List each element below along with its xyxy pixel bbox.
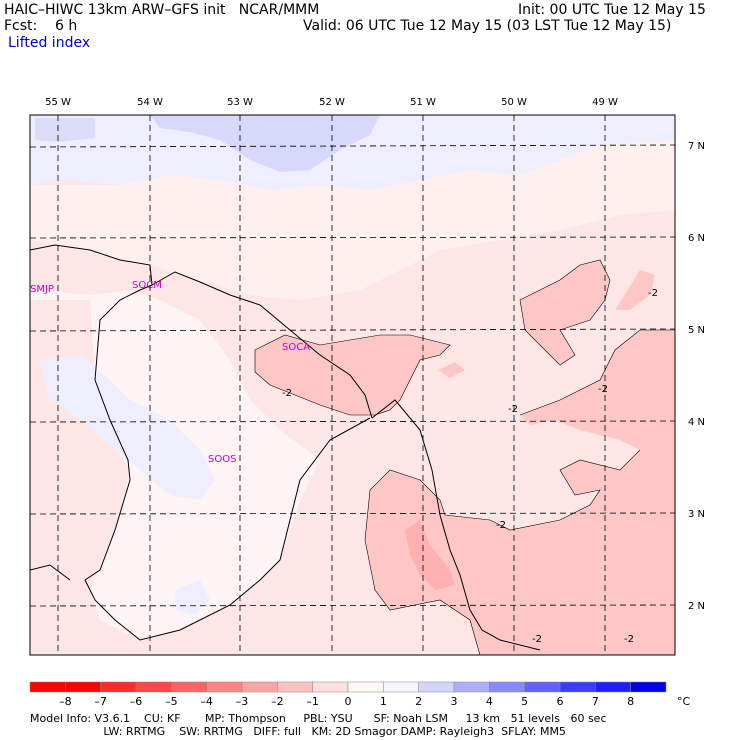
colorbar-swatch — [383, 681, 419, 693]
negative-li-region-east — [520, 260, 610, 365]
negative-li-core-southeast — [405, 520, 455, 590]
lon-label: 54 W — [137, 97, 163, 108]
colorbar-swatch — [630, 681, 667, 693]
valid-time: Valid: 06 UTC Tue 12 May 15 (03 LST Tue … — [303, 18, 672, 34]
colorbar-label: –8 — [59, 695, 72, 708]
colorbar-swatch — [65, 681, 101, 693]
lon-label: 53 W — [227, 97, 253, 108]
station-label: SMJP — [30, 284, 54, 295]
positive-li-small-nw — [35, 118, 95, 142]
colorbar-label: –3 — [236, 695, 249, 708]
lon-label: 50 W — [501, 97, 527, 108]
colorbar-swatch — [453, 681, 490, 693]
colorbar-unit: °C — [677, 695, 691, 708]
lon-label: 49 W — [592, 97, 618, 108]
station-label: SOOS — [208, 454, 236, 465]
colorbar-label: –5 — [165, 695, 178, 708]
colorbar-swatch — [29, 681, 66, 693]
colorbar-swatch — [524, 681, 561, 693]
lon-label: 52 W — [319, 97, 345, 108]
contour-label: -2 — [624, 634, 634, 645]
model-info-line1: Model Info: V3.6.1 CU: KF MP: Thompson P… — [30, 712, 607, 725]
init-time: Init: 00 UTC Tue 12 May 15 — [518, 2, 706, 18]
colorbar-label: –1 — [306, 695, 319, 708]
negative-li-region-east2 — [615, 270, 655, 310]
colorbar-label: 8 — [627, 695, 634, 708]
station-label: SOCA — [282, 342, 310, 353]
colorbar-label: 1 — [380, 695, 387, 708]
contour-label: -2 — [598, 384, 608, 395]
contour-label: -2 — [648, 288, 658, 299]
colorbar-label: 3 — [451, 695, 458, 708]
lat-label: 6 N — [688, 233, 705, 244]
colorbar-label: –4 — [200, 695, 213, 708]
lon-label: 55 W — [45, 97, 71, 108]
colorbar-swatch — [241, 681, 278, 693]
colorbar-label: –2 — [271, 695, 284, 708]
positive-li-interior — [40, 355, 215, 500]
colorbar-swatch — [418, 681, 455, 693]
lat-lon-grid — [29, 115, 676, 655]
model-info-line2: LW: RRTMG SW: RRTMG DIFF: full KM: 2D Sm… — [30, 725, 566, 738]
colorbar-label: 2 — [415, 695, 422, 708]
colorbar-label: 5 — [521, 695, 528, 708]
contour-label: -2 — [532, 634, 542, 645]
colorbar-label: –6 — [130, 695, 143, 708]
colorbar-label: –7 — [94, 695, 107, 708]
colorbar-swatch — [171, 681, 207, 693]
colorbar-swatch — [595, 681, 631, 693]
colorbar-swatch — [135, 681, 172, 693]
colorbar-label: 7 — [592, 695, 599, 708]
colorbar-label: 6 — [557, 695, 564, 708]
positive-li-region-north — [30, 115, 675, 190]
positive-li-south-blob — [175, 580, 210, 615]
contour-label: -2 — [508, 404, 518, 415]
colorbar-swatch — [559, 681, 596, 693]
lat-label: 2 N — [688, 601, 705, 612]
contour-label: -2 — [496, 520, 506, 531]
color-bar: –8 –7 –6 –5 –4 –3 –2 –1 0 1 2 3 4 5 6 7 8 — [29, 681, 667, 708]
colorbar-swatch — [347, 681, 384, 693]
colorbar-swatch — [312, 681, 349, 693]
lon-label: 51 W — [410, 97, 436, 108]
colorbar-swatch — [100, 681, 137, 693]
positive-li-core-north — [150, 115, 380, 172]
contours — [254, 259, 675, 655]
colorbar-swatch — [206, 681, 243, 693]
lat-label: 5 N — [688, 325, 705, 336]
forecast-hour: Fcst: 6 h — [4, 18, 78, 34]
lat-label: 7 N — [688, 141, 705, 152]
lat-label: 4 N — [688, 417, 705, 428]
negative-li-region-coast — [255, 335, 450, 415]
title-line: HAIC–HIWC 13km ARW–GFS init NCAR/MMM — [4, 2, 320, 18]
contour-label: -2 — [282, 388, 292, 399]
lat-label: 3 N — [688, 509, 705, 520]
colorbar-swatch — [489, 681, 525, 693]
colorbar-label: 4 — [486, 695, 493, 708]
station-label: SOCM — [132, 280, 162, 291]
colorbar-label: 0 — [345, 695, 352, 708]
map-frame — [29, 114, 676, 656]
colorbar-swatch — [277, 681, 313, 693]
negative-li-small — [438, 362, 465, 378]
field-name: Lifted index — [8, 35, 91, 51]
